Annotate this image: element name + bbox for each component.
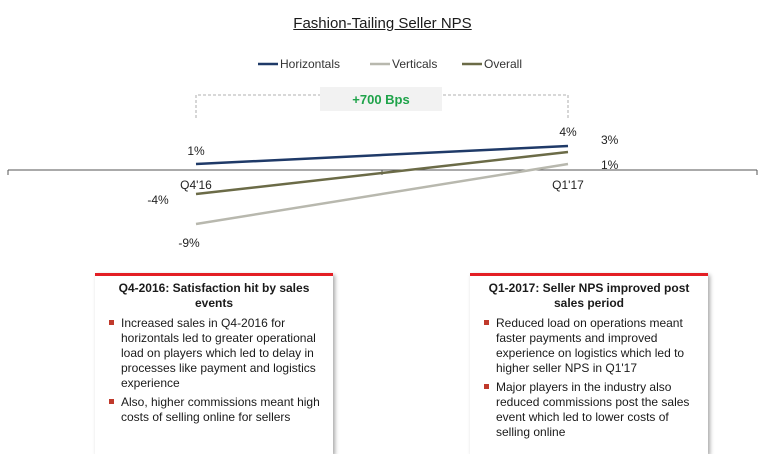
bullet-icon: [484, 384, 489, 389]
annotation-background: [320, 87, 442, 111]
data-label-overall: -4%: [147, 193, 169, 207]
annotation-bracket: [195, 94, 569, 118]
x-tick-label: Q1'17: [552, 178, 584, 192]
annotation-label: +700 Bps: [352, 92, 409, 107]
bullet-icon: [109, 320, 114, 325]
data-label-verticals: 1%: [601, 158, 619, 172]
data-label-horizontals: 4%: [559, 125, 577, 139]
series-line-overall: [195, 150, 569, 196]
q1-2017-callout-heading: Q1-2017: Seller NPS improved post sales …: [488, 281, 690, 310]
bullet-icon: [109, 399, 114, 404]
list-item: Reduced load on operations meant faster …: [484, 316, 700, 376]
legend-label-verticals: Verticals: [392, 57, 437, 71]
data-label-overall: 3%: [601, 133, 619, 147]
legend-label-overall: Overall: [484, 57, 522, 71]
q1-2017-callout-bullets: Reduced load on operations meant faster …: [470, 314, 708, 440]
list-item: Major players in the industry also reduc…: [484, 380, 700, 440]
list-item: Increased sales in Q4-2016 for horizonta…: [109, 316, 325, 391]
q4-2016-callout-bullets: Increased sales in Q4-2016 for horizonta…: [95, 314, 333, 425]
series-line-verticals: [195, 162, 569, 226]
data-label-horizontals: 1%: [187, 144, 205, 158]
list-item: Also, higher commissions meant high cost…: [109, 395, 325, 425]
q4-2016-callout: Q4-2016: Satisfaction hit by sales event…: [95, 273, 333, 454]
data-label-verticals: -9%: [178, 236, 200, 250]
legend-label-horizontals: Horizontals: [280, 57, 340, 71]
q4-2016-callout-heading: Q4-2016: Satisfaction hit by sales event…: [118, 281, 310, 310]
series-line-horizontals: [195, 144, 569, 166]
bullet-icon: [484, 320, 489, 325]
q1-2017-callout: Q1-2017: Seller NPS improved post sales …: [470, 273, 708, 454]
chart-title: Fashion-Tailing Seller NPS: [293, 15, 472, 32]
nps-line-chart: +700 Bps Horizontals Verticals Overall 1% 4% -…: [7, 57, 758, 250]
x-tick-label: Q4'16: [180, 178, 212, 192]
